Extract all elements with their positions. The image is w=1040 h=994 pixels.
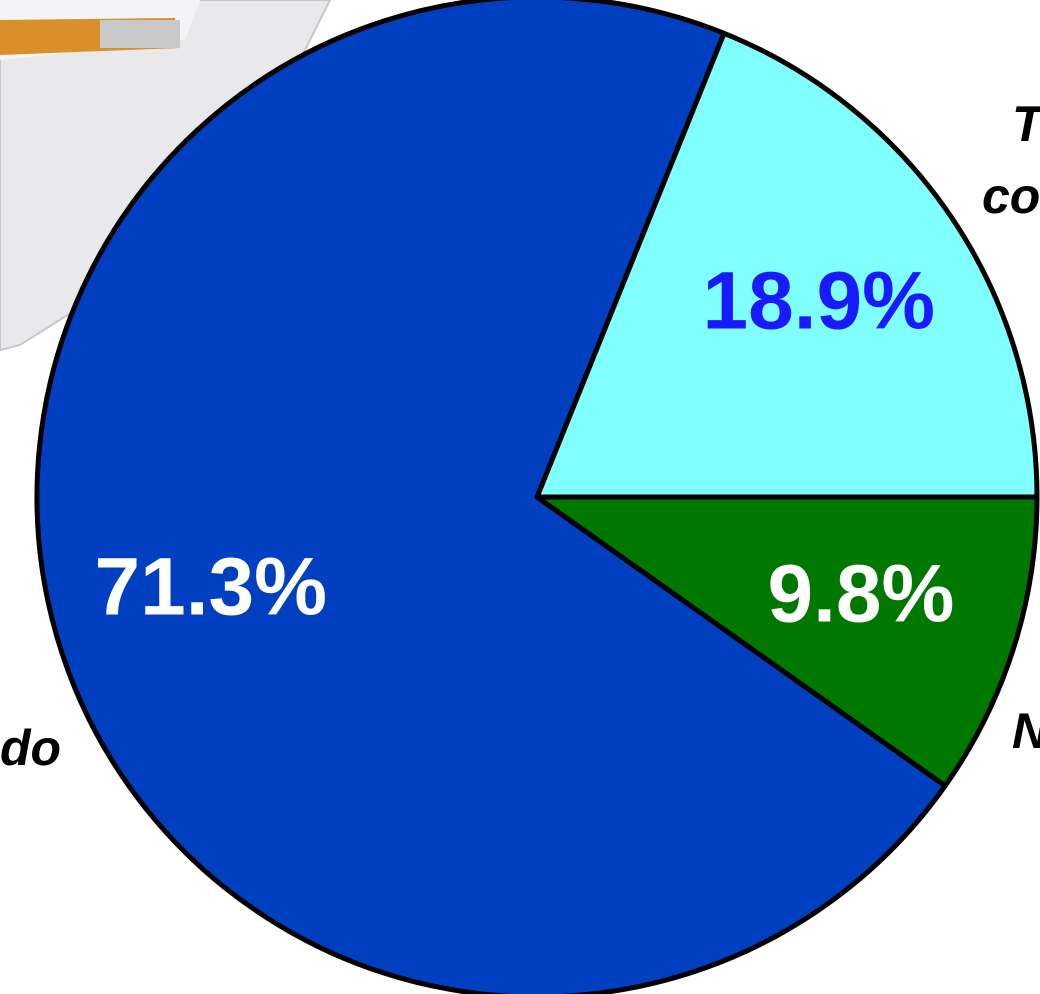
category-label: N bbox=[1012, 703, 1040, 759]
slices bbox=[34, 0, 1040, 994]
pie-slice bbox=[34, 0, 948, 994]
pie-slice bbox=[534, 30, 1040, 500]
pie-slice bbox=[534, 494, 1040, 789]
value-label: 18.9% bbox=[703, 255, 936, 346]
category-label: co bbox=[982, 168, 1040, 224]
value-label: 9.8% bbox=[768, 549, 955, 640]
labels: 18.9% Tco 71.3% do 9.8% N bbox=[0, 96, 1040, 776]
value-label: 71.3% bbox=[95, 542, 328, 633]
category-label: do bbox=[0, 720, 61, 776]
category-label: T bbox=[1012, 96, 1040, 152]
